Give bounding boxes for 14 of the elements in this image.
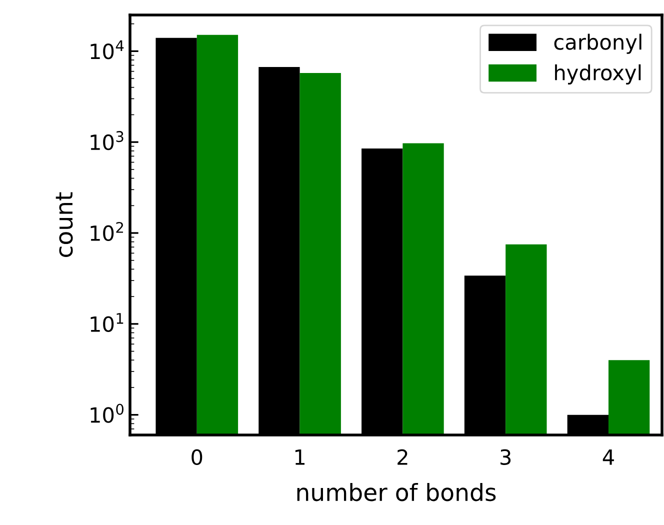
legend-label: hydroxyl <box>555 64 641 84</box>
y-axis-title: count <box>56 192 73 258</box>
y-tick-label: 10$^{0}$ <box>90 404 124 423</box>
legend-label: carbonyl <box>554 34 642 54</box>
x-tick-label: 3 <box>500 449 511 466</box>
x-tick-label: 4 <box>602 450 614 465</box>
x-axis-title: number of bonds <box>297 482 496 502</box>
x-tick-label: 2 <box>398 449 408 465</box>
y-tick-label: 10$^{3}$ <box>90 131 124 150</box>
y-tick-label: 10$^{1}$ <box>90 313 124 332</box>
x-tick-label: 0 <box>192 449 202 466</box>
y-tick-label: 10$^{4}$ <box>90 40 124 60</box>
y-tick-label: 10$^{2}$ <box>90 222 123 242</box>
x-tick-label: 1 <box>295 450 304 465</box>
